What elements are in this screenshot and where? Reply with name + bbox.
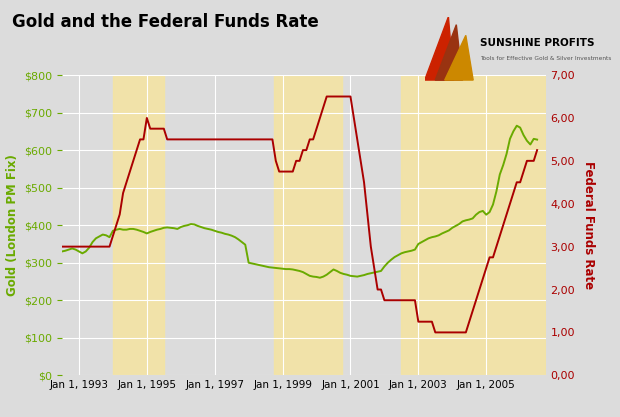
Polygon shape <box>425 17 454 80</box>
Polygon shape <box>445 35 473 80</box>
Bar <box>113 75 164 375</box>
Text: Tools for Effective Gold & Silver Investments: Tools for Effective Gold & Silver Invest… <box>480 56 612 61</box>
Bar <box>274 75 342 375</box>
Polygon shape <box>435 25 463 80</box>
Text: Gold and the Federal Funds Rate: Gold and the Federal Funds Rate <box>12 13 319 30</box>
Y-axis label: Gold (London PM Fix): Gold (London PM Fix) <box>6 154 19 296</box>
Bar <box>401 75 546 375</box>
Text: SUNSHINE PROFITS: SUNSHINE PROFITS <box>480 38 595 48</box>
Y-axis label: Federal Funds Rate: Federal Funds Rate <box>582 161 595 289</box>
